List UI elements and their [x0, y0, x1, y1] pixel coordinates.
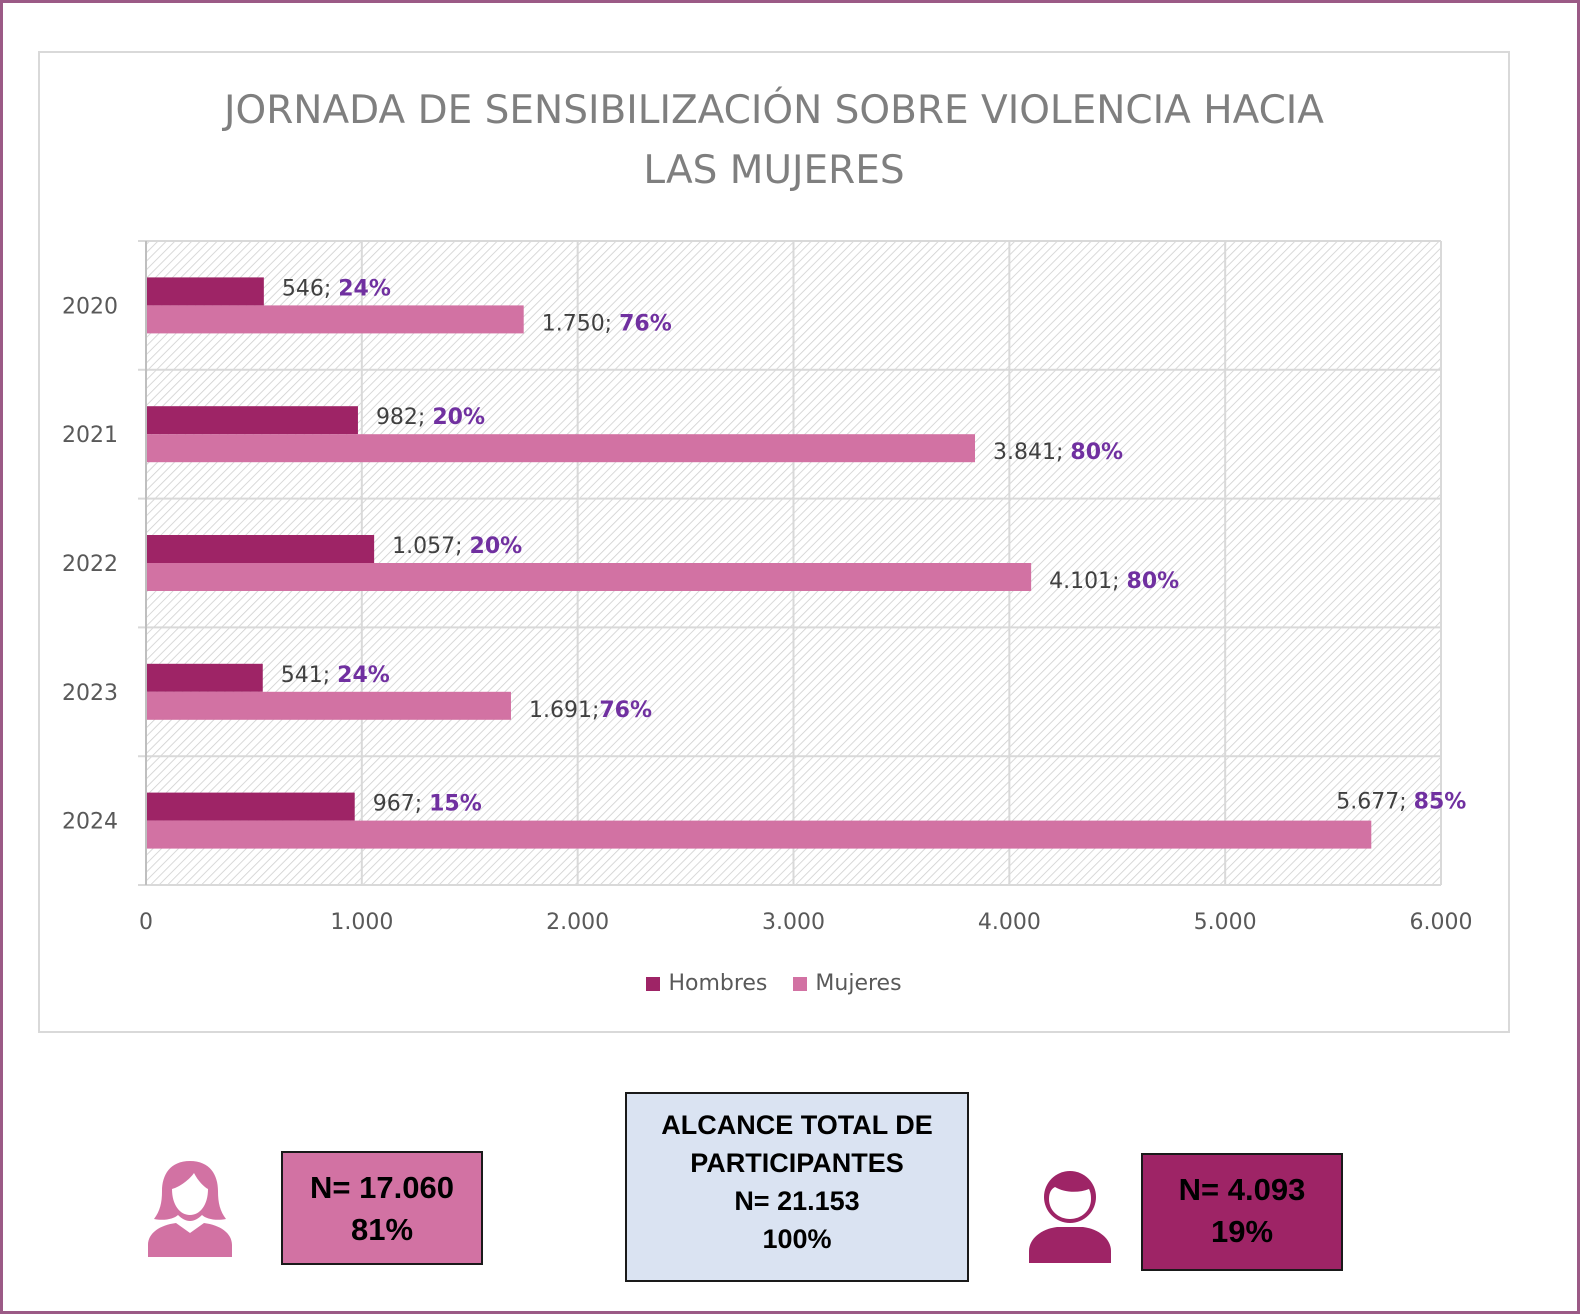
data-label-value: 546;	[282, 276, 338, 301]
data-label: 982; 20%	[376, 405, 485, 430]
men-summary-box: N= 4.093 19%	[1141, 1153, 1343, 1271]
legend-label-mujeres: Mujeres	[815, 971, 902, 996]
chart-title: JORNADA DE SENSIBILIZACIÓN SOBRE VIOLENC…	[40, 81, 1508, 201]
data-label-value: 1.057;	[392, 534, 469, 559]
bar-hombres	[146, 535, 375, 563]
bar-hombres	[146, 663, 263, 692]
data-label-value: 3.841;	[993, 440, 1070, 465]
bar-mujeres	[146, 691, 511, 720]
data-label: 541; 24%	[281, 663, 390, 688]
total-title-line-2: PARTICIPANTES	[690, 1148, 904, 1178]
y-category-label: 2023	[62, 681, 118, 706]
chart-title-line-2: LAS MUJERES	[643, 148, 905, 193]
bar-mujeres	[146, 820, 1372, 849]
data-label-percent: 24%	[337, 663, 390, 688]
data-label: 1.750; 76%	[542, 311, 672, 336]
data-label: 967; 15%	[373, 792, 482, 817]
legend-label-hombres: Hombres	[668, 971, 768, 996]
legend-item-mujeres: Mujeres	[793, 971, 902, 996]
x-tick-label: 3.000	[762, 910, 825, 935]
data-label-percent: 85%	[1414, 790, 1467, 815]
man-icon	[1029, 1171, 1111, 1263]
data-label-percent: 24%	[338, 276, 391, 301]
x-tick-label: 2.000	[546, 910, 609, 935]
y-category-label: 2021	[62, 423, 118, 448]
x-tick-label: 0	[139, 910, 153, 935]
y-category-label: 2020	[62, 294, 118, 319]
woman-icon	[148, 1161, 232, 1257]
legend-swatch-mujeres	[793, 976, 808, 991]
data-label-percent: 80%	[1070, 440, 1123, 465]
chart-legend: Hombres Mujeres	[40, 971, 1508, 996]
x-tick-label: 4.000	[978, 910, 1041, 935]
data-label: 546; 24%	[282, 276, 391, 301]
bar-chart: 0 1.000 2.000 3.000 4.000 5.000 6.000 2020 546; …	[62, 240, 1473, 935]
bar-hombres	[146, 792, 355, 821]
data-label-percent: 80%	[1127, 569, 1180, 594]
data-label-value: 5.677;	[1336, 790, 1413, 815]
data-label-percent: 20%	[470, 534, 523, 559]
data-label: 1.057; 20%	[392, 534, 522, 559]
legend-item-hombres: Hombres	[646, 971, 767, 996]
data-label-value: 967;	[373, 792, 429, 817]
women-percent: 81%	[350, 1212, 414, 1247]
data-label-percent: 15%	[429, 792, 482, 817]
data-label-value: 1.691;	[529, 698, 599, 723]
data-label-percent: 76%	[599, 698, 652, 723]
data-label-percent: 76%	[619, 311, 672, 336]
women-count: N= 17.060	[310, 1170, 454, 1205]
chart-area: JORNADA DE SENSIBILIZACIÓN SOBRE VIOLENC…	[38, 51, 1510, 1033]
y-category-label: 2022	[62, 552, 118, 577]
bar-mujeres	[146, 563, 1032, 591]
data-label-percent: 20%	[432, 405, 485, 430]
data-label-value: 541;	[281, 663, 337, 688]
bar-mujeres	[146, 434, 976, 463]
bar-hombres	[146, 277, 264, 306]
bar-mujeres	[146, 305, 524, 334]
data-label: 3.841; 80%	[993, 440, 1123, 465]
total-percent: 100%	[762, 1224, 832, 1254]
data-label-value: 982;	[376, 405, 432, 430]
chart-title-line-1: JORNADA DE SENSIBILIZACIÓN SOBRE VIOLENC…	[224, 88, 1324, 133]
total-summary-box: ALCANCE TOTAL DE PARTICIPANTES N= 21.153…	[625, 1092, 969, 1282]
bar-hombres	[146, 406, 358, 435]
data-label-value: 1.750;	[542, 311, 619, 336]
x-tick-label: 5.000	[1194, 910, 1257, 935]
data-label: 5.677; 85%	[1336, 790, 1466, 815]
women-summary-box: N= 17.060 81%	[281, 1151, 483, 1265]
y-category-label: 2024	[62, 810, 118, 835]
data-label-value: 4.101;	[1049, 569, 1126, 594]
x-tick-label: 1.000	[330, 910, 393, 935]
data-label: 4.101; 80%	[1049, 569, 1179, 594]
men-count: N= 4.093	[1178, 1172, 1306, 1207]
total-title-line-1: ALCANCE TOTAL DE	[661, 1110, 933, 1140]
legend-swatch-hombres	[646, 976, 661, 991]
total-count: N= 21.153	[734, 1186, 860, 1216]
men-percent: 19%	[1210, 1214, 1274, 1249]
x-tick-label: 6.000	[1410, 910, 1473, 935]
data-label: 1.691;76%	[529, 698, 652, 723]
